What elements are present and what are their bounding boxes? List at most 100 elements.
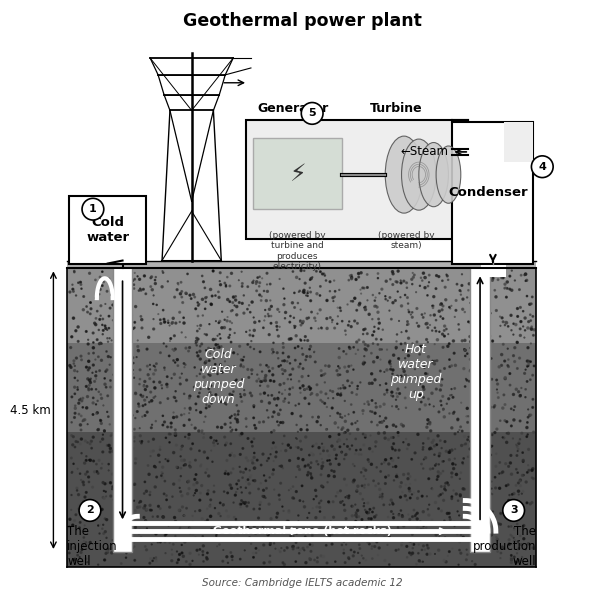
Point: [405, 548, 414, 558]
Point: [371, 398, 380, 408]
Point: [204, 356, 214, 365]
Point: [247, 455, 257, 465]
Point: [379, 519, 389, 528]
Point: [105, 303, 115, 313]
Point: [480, 434, 490, 443]
Point: [365, 505, 375, 514]
Point: [305, 283, 315, 292]
Point: [264, 305, 274, 314]
Point: [192, 337, 201, 347]
Point: [288, 364, 297, 374]
Point: [112, 398, 121, 407]
Point: [171, 429, 180, 438]
Point: [88, 482, 97, 492]
Point: [347, 378, 356, 388]
Point: [524, 539, 533, 548]
Point: [313, 309, 322, 319]
Point: [171, 387, 180, 396]
Point: [430, 441, 439, 451]
Point: [201, 468, 210, 477]
Point: [504, 461, 513, 471]
Point: [345, 344, 355, 353]
Point: [105, 447, 115, 457]
Point: [504, 490, 514, 500]
Point: [464, 432, 473, 441]
Point: [190, 474, 199, 484]
Point: [466, 443, 475, 453]
Point: [470, 559, 480, 569]
Point: [81, 488, 91, 497]
Point: [79, 533, 88, 542]
Point: [405, 514, 414, 524]
Point: [361, 344, 370, 354]
Point: [158, 268, 168, 277]
Point: [184, 523, 194, 533]
Point: [376, 366, 385, 376]
Point: [193, 334, 203, 344]
Point: [421, 319, 431, 329]
Point: [468, 330, 478, 340]
Point: [376, 381, 385, 390]
Point: [515, 499, 525, 509]
Point: [198, 514, 207, 523]
Point: [180, 360, 190, 370]
Point: [519, 520, 528, 530]
Point: [487, 530, 496, 540]
Point: [462, 292, 472, 302]
Point: [181, 289, 191, 299]
Point: [130, 317, 140, 327]
Point: [505, 285, 515, 294]
Point: [99, 478, 108, 488]
Point: [297, 371, 307, 381]
Point: [269, 438, 278, 447]
Point: [304, 553, 314, 563]
Point: [499, 390, 509, 399]
Point: [318, 461, 328, 471]
Point: [206, 285, 216, 294]
Point: [375, 418, 384, 427]
Point: [469, 407, 479, 417]
Point: [103, 391, 112, 401]
Point: [342, 491, 352, 501]
Point: [177, 491, 187, 500]
Point: [251, 548, 261, 558]
Point: [313, 557, 322, 567]
Point: [450, 454, 460, 463]
Point: [154, 451, 164, 460]
Point: [128, 444, 138, 454]
Point: [261, 295, 271, 305]
Point: [190, 455, 200, 465]
Ellipse shape: [402, 139, 436, 210]
Point: [506, 458, 515, 468]
Point: [235, 298, 244, 308]
Point: [238, 375, 247, 384]
Point: [251, 529, 260, 539]
Point: [351, 349, 361, 359]
Point: [171, 318, 181, 328]
Point: [297, 444, 306, 454]
Point: [353, 416, 362, 426]
Point: [455, 425, 464, 435]
Point: [249, 401, 259, 410]
Point: [196, 461, 205, 471]
Point: [294, 376, 304, 386]
Point: [298, 381, 308, 391]
Point: [121, 544, 131, 553]
Point: [201, 412, 210, 421]
Point: [497, 273, 506, 283]
Point: [212, 437, 221, 447]
Point: [75, 552, 84, 562]
Point: [130, 432, 139, 442]
Point: [525, 375, 535, 384]
Point: [201, 358, 210, 368]
Point: [479, 434, 488, 443]
Point: [177, 292, 186, 302]
Point: [337, 540, 347, 550]
Point: [425, 549, 435, 559]
Point: [231, 514, 241, 524]
Point: [527, 323, 536, 333]
Point: [171, 425, 180, 435]
Point: [367, 348, 376, 358]
Point: [190, 292, 199, 302]
Point: [95, 366, 104, 376]
